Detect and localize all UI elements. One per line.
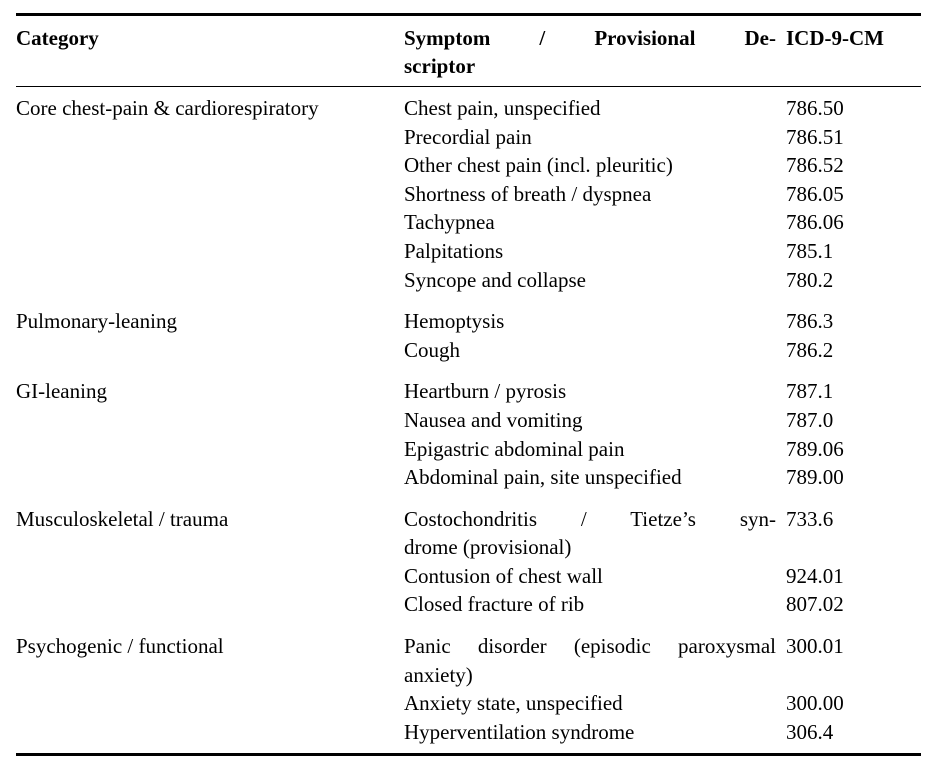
- code-cell: 787.0: [786, 407, 834, 432]
- category-cell: Musculoskeletal / trauma: [16, 506, 229, 531]
- code-cell: 789.06: [786, 436, 844, 461]
- mid-rule: [16, 85, 921, 87]
- header-symptom: Symptom / Provisional De- scriptor: [404, 24, 776, 81]
- symptom-cell: Panic disorder (episodic paroxysmal anxie…: [404, 632, 776, 689]
- category-cell: Pulmonary-leaning: [16, 309, 177, 334]
- symptom-line: anxiety): [404, 662, 473, 687]
- header-code: ICD-9-CM: [786, 25, 884, 50]
- code-cell: 786.06: [786, 210, 844, 235]
- symptom-line: Costochondritis / Tietze’s syn-: [404, 506, 776, 531]
- table-row: Precordial pain 786.51: [404, 123, 921, 152]
- table-row: Panic disorder (episodic paroxysmal anxie…: [404, 632, 921, 689]
- table-body: Core chest-pain & cardiorespiratory Chest…: [16, 87, 921, 753]
- category-cell: GI-leaning: [16, 379, 107, 404]
- symptom-cell: Anxiety state, unspecified: [404, 691, 623, 716]
- table-group: Psychogenic / functional Panic disorder (…: [16, 632, 921, 746]
- header-category: Category: [16, 25, 99, 50]
- code-cell: 786.2: [786, 337, 834, 362]
- code-cell: 787.1: [786, 379, 834, 404]
- table-group: GI-leaning Heartburn / pyrosis 787.1 Nausea…: [16, 377, 921, 491]
- table-row: Cough 786.2: [404, 336, 921, 365]
- table-row: Heartburn / pyrosis 787.1: [404, 377, 921, 406]
- code-cell: 306.4: [786, 719, 834, 744]
- symptom-cell: Closed fracture of rib: [404, 592, 585, 617]
- code-cell: 733.6: [786, 506, 834, 531]
- category-cell: Psychogenic / functional: [16, 634, 224, 659]
- table-row: Chest pain, unspecified 786.50: [404, 94, 921, 123]
- code-cell: 300.00: [786, 691, 844, 716]
- code-cell: 924.01: [786, 563, 844, 588]
- table-row: Epigastric abdominal pain 789.06: [404, 435, 921, 464]
- symptom-cell: Nausea and vomiting: [404, 407, 583, 432]
- table-row: Hyperventilation syndrome 306.4: [404, 718, 921, 747]
- header-symptom-line2: scriptor: [404, 54, 476, 79]
- group-entries: Heartburn / pyrosis 787.1 Nausea and vomit…: [404, 377, 921, 491]
- code-cell: 786.52: [786, 153, 844, 178]
- table-row: Nausea and vomiting 787.0: [404, 406, 921, 435]
- symptom-cell: Hyperventilation syndrome: [404, 719, 635, 744]
- category-cell: Core chest-pain & cardiorespiratory: [16, 95, 319, 120]
- code-cell: 786.3: [786, 309, 834, 334]
- symptom-cell: Heartburn / pyrosis: [404, 379, 567, 404]
- table-group: Pulmonary-leaning Hemoptysis 786.3 Cough 786…: [16, 307, 921, 364]
- group-entries: Chest pain, unspecified 786.50 Precordial …: [404, 94, 921, 294]
- symptom-cell: Shortness of breath / dyspnea: [404, 181, 652, 206]
- table-row: Other chest pain (incl. pleuritic) 786.52: [404, 151, 921, 180]
- symptom-cell: Other chest pain (incl. pleuritic): [404, 153, 673, 178]
- code-cell: 786.50: [786, 95, 844, 120]
- symptom-cell: Syncope and collapse: [404, 267, 586, 292]
- group-entries: Panic disorder (episodic paroxysmal anxie…: [404, 632, 921, 746]
- top-rule: [16, 13, 921, 16]
- table-row: Palpitations 785.1: [404, 237, 921, 266]
- group-entries: Hemoptysis 786.3 Cough 786.2: [404, 307, 921, 364]
- code-cell: 785.1: [786, 238, 834, 263]
- symptom-line: Panic disorder (episodic paroxysmal: [404, 634, 776, 659]
- icd-code-table: Category Symptom / Provisional De- scrip…: [16, 13, 921, 756]
- symptom-cell: Hemoptysis: [404, 309, 505, 334]
- symptom-cell: Chest pain, unspecified: [404, 95, 601, 120]
- symptom-cell: Abdominal pain, site unspecified: [404, 465, 682, 490]
- table-row: Abdominal pain, site unspecified 789.00: [404, 463, 921, 492]
- table-row: Costochondritis / Tietze’s syn-drome (pr…: [404, 505, 921, 562]
- table-group: Core chest-pain & cardiorespiratory Chest…: [16, 94, 921, 294]
- symptom-cell: Cough: [404, 337, 461, 362]
- symptom-cell: Costochondritis / Tietze’s syn-drome (pr…: [404, 505, 776, 562]
- header-row: Category Symptom / Provisional De- scrip…: [16, 16, 921, 86]
- symptom-cell: Contusion of chest wall: [404, 563, 603, 588]
- table-row: Contusion of chest wall 924.01: [404, 562, 921, 591]
- table-row: Closed fracture of rib 807.02: [404, 590, 921, 619]
- code-cell: 789.00: [786, 465, 844, 490]
- symptom-cell: Palpitations: [404, 238, 504, 263]
- symptom-cell: Precordial pain: [404, 124, 532, 149]
- symptom-cell: Epigastric abdominal pain: [404, 436, 625, 461]
- bottom-rule: [16, 753, 921, 756]
- code-cell: 780.2: [786, 267, 834, 292]
- group-entries: Costochondritis / Tietze’s syn-drome (pr…: [404, 505, 921, 619]
- table-row: Anxiety state, unspecified 300.00: [404, 689, 921, 718]
- code-cell: 786.05: [786, 181, 844, 206]
- code-cell: 786.51: [786, 124, 844, 149]
- table-row: Hemoptysis 786.3: [404, 307, 921, 336]
- code-cell: 807.02: [786, 592, 844, 617]
- symptom-cell: Tachypnea: [404, 210, 495, 235]
- code-cell: 300.01: [786, 634, 844, 659]
- table-row: Syncope and collapse 780.2: [404, 266, 921, 295]
- table-group: Musculoskeletal / trauma Costochondritis …: [16, 505, 921, 619]
- table-row: Tachypnea 786.06: [404, 208, 921, 237]
- symptom-line: drome (provisional): [404, 535, 572, 560]
- table-row: Shortness of breath / dyspnea 786.05: [404, 180, 921, 209]
- header-symptom-line1: Symptom / Provisional De-: [404, 25, 776, 50]
